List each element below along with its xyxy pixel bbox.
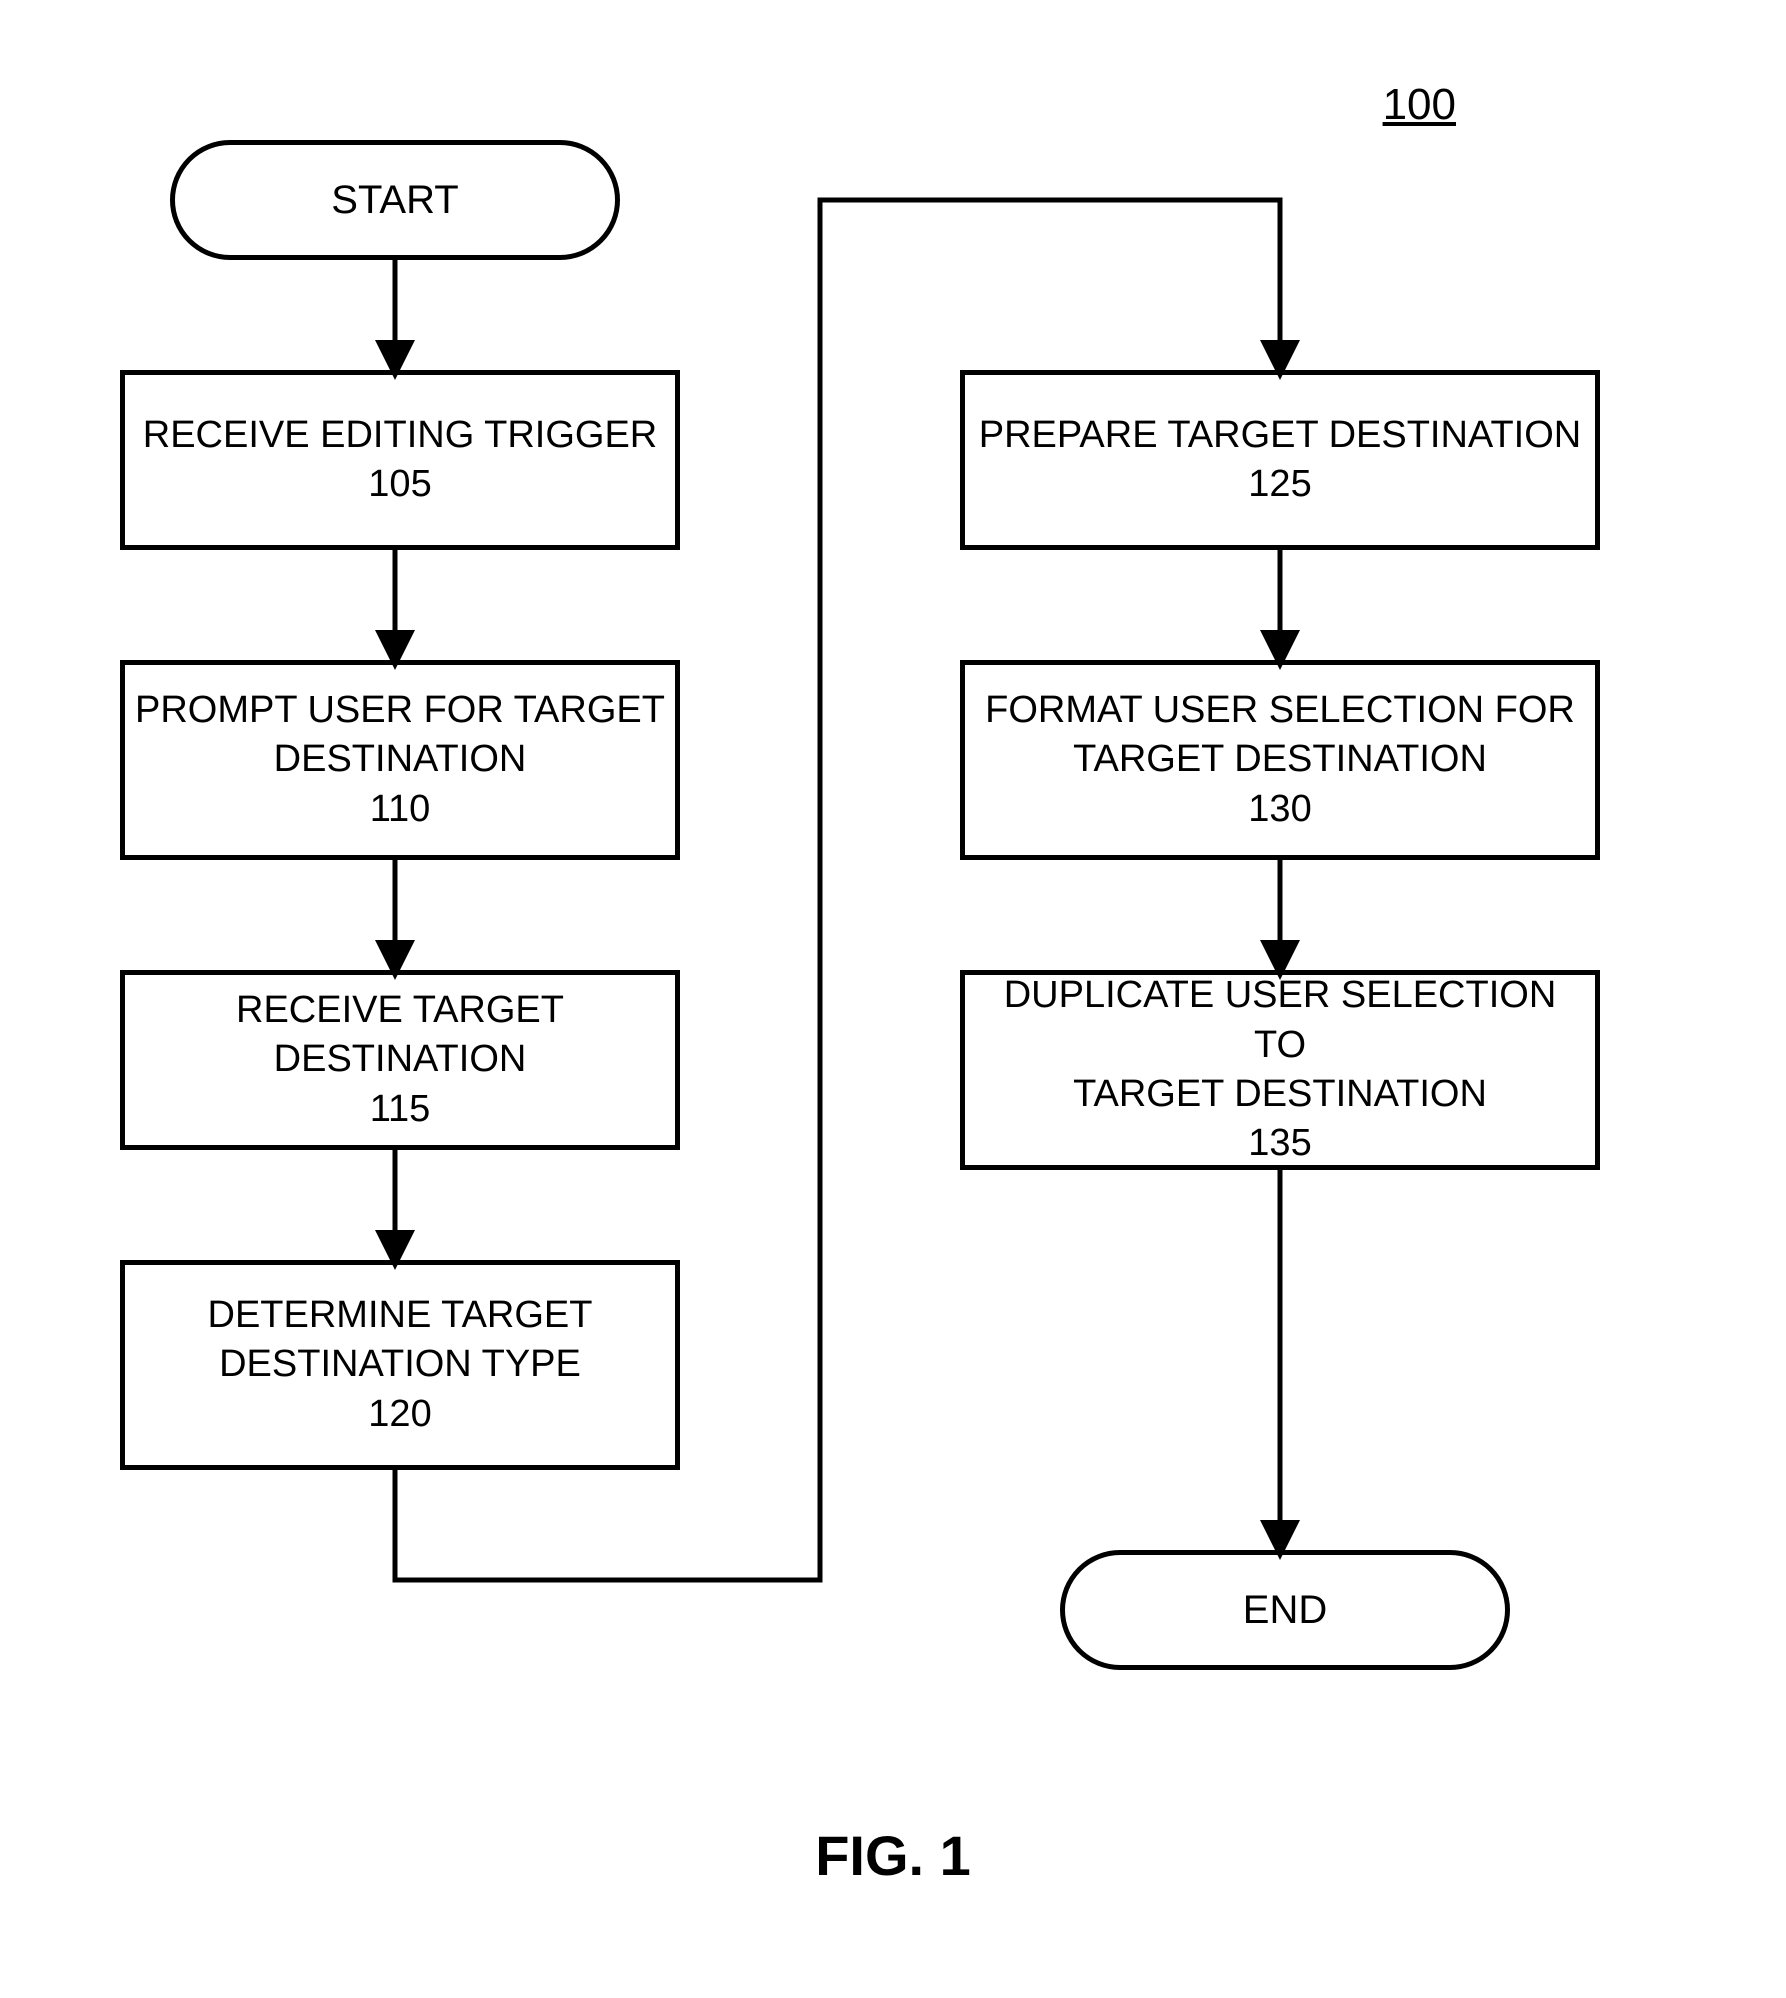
flowchart-container: 100 START END RECEIVE EDITING TRIGGER105… xyxy=(0,0,1786,1998)
figure-caption-text: FIG. 1 xyxy=(815,1824,971,1887)
connector-p120-to-p125 xyxy=(395,200,1280,1580)
figure-caption: FIG. 1 xyxy=(815,1823,971,1888)
flow-connectors xyxy=(0,0,1786,1998)
